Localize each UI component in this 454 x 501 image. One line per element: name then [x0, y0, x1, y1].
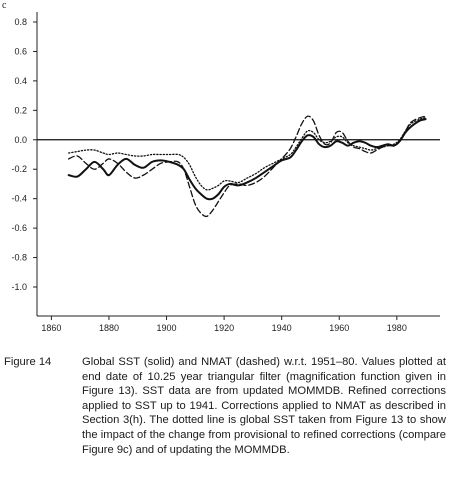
- y-tick-label: 0.2: [14, 105, 27, 115]
- y-tick-label: 0.0: [14, 135, 27, 145]
- y-tick-label: -0.2: [11, 164, 27, 174]
- y-tick-label: -0.8: [11, 253, 27, 263]
- y-tick-label: -0.4: [11, 194, 27, 204]
- y-tick-label: 0.4: [14, 76, 27, 86]
- caption-label: Figure 14: [4, 356, 52, 368]
- caption-text: Global SST (solid) and NMAT (dashed) w.r…: [82, 356, 446, 456]
- sst-dotted-line: [68, 117, 427, 191]
- x-tick-label: 1980: [387, 323, 407, 333]
- x-tick-label: 1880: [99, 323, 119, 333]
- x-tick-label: 1960: [329, 323, 349, 333]
- y-tick-label: -0.6: [11, 223, 27, 233]
- x-tick-label: 1940: [272, 323, 292, 333]
- y-tick-label: -1.0: [11, 282, 27, 292]
- line-chart: 0.8 0.6 0.4 0.2 0.0 -0.2 -0.4 -0.6 -0.8 -1.0 1860 1…: [11, 12, 440, 333]
- sst-solid-line: [67, 118, 427, 201]
- nmat-dashed-line: [68, 115, 427, 218]
- x-tick-label: 1900: [157, 323, 177, 333]
- panel-label: c: [2, 0, 7, 11]
- series-layer: [67, 115, 427, 218]
- y-tick-label: 0.6: [14, 46, 27, 56]
- x-tick-label: 1860: [41, 323, 61, 333]
- y-tick-label: 0.8: [14, 17, 27, 27]
- axes: 0.8 0.6 0.4 0.2 0.0 -0.2 -0.4 -0.6 -0.8 -1.0 1860 1…: [11, 12, 440, 333]
- x-tick-label: 1920: [214, 323, 234, 333]
